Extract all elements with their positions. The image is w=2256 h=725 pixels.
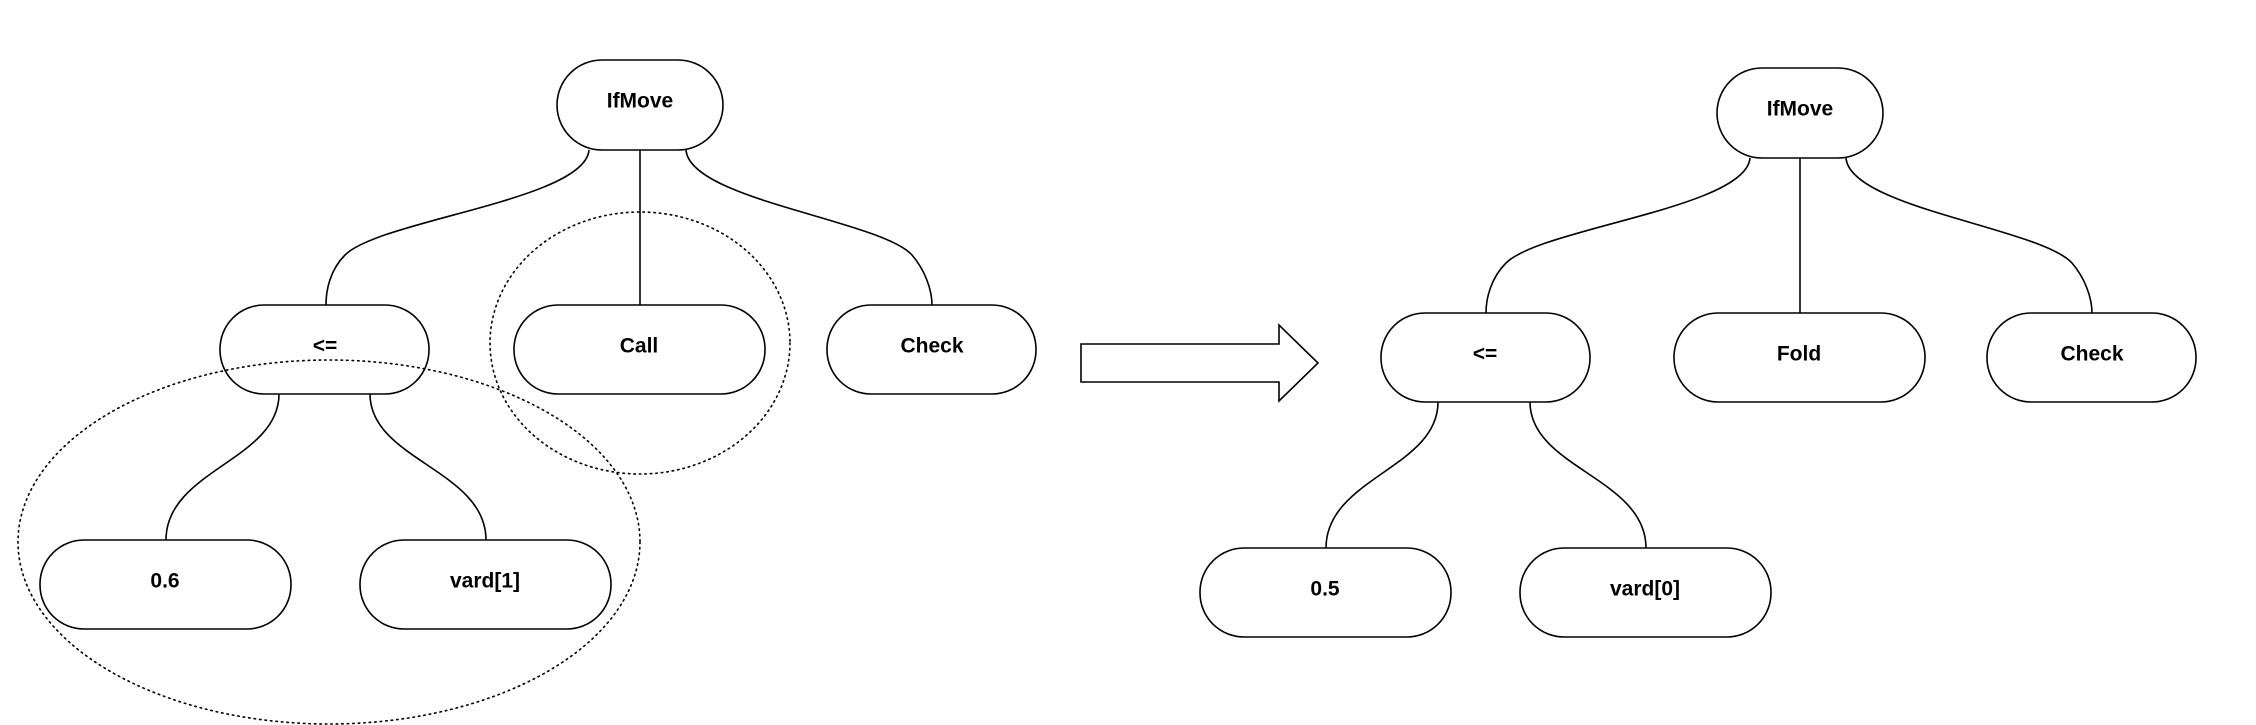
edge-root-to-else [1845,157,2093,314]
node-label-else-action: Check [2060,343,2123,366]
before-tree: IfMove <= Call Check 0.6 vard[1] [17,59,1037,725]
edge-condition-to-right [369,393,487,541]
node-left-operand: 0.5 [1199,547,1452,638]
edge-condition-to-left [165,393,280,541]
mutated-subtree-highlight [17,359,641,725]
node-label-condition: <= [313,335,338,358]
after-tree: IfMove <= Fold Check 0.5 vard[0] [1199,67,2197,638]
node-label-then-action: Fold [1777,343,1821,366]
node-label-then-action: Call [620,335,659,358]
node-label-left-operand: 0.6 [150,570,179,593]
node-label-condition: <= [1473,343,1498,366]
node-label-right-operand: vard[0] [1610,578,1680,601]
node-then-action: Fold [1673,312,1926,403]
node-label-root: IfMove [1767,98,1834,121]
edge-root-to-condition [325,149,590,306]
node-right-operand: vard[1] [359,539,612,630]
mutated-action-highlight [489,211,791,475]
node-condition: <= [1380,312,1591,403]
edge-condition-to-left [1325,401,1439,549]
node-root: IfMove [1716,67,1884,159]
node-else-action: Check [826,304,1037,395]
node-then-action: Call [513,304,766,395]
node-right-operand: vard[0] [1519,547,1772,638]
node-condition: <= [219,304,430,395]
edge-root-to-else [685,149,933,306]
node-else-action: Check [1986,312,2197,403]
node-label-left-operand: 0.5 [1310,578,1340,601]
edge-condition-to-right [1529,401,1647,549]
node-root: IfMove [556,59,724,151]
edge-root-to-condition [1485,157,1751,314]
node-label-right-operand: vard[1] [450,570,520,593]
transform-arrow-icon [1080,323,1320,403]
node-left-operand: 0.6 [39,539,292,630]
node-label-else-action: Check [900,335,963,358]
node-label-root: IfMove [607,90,674,113]
